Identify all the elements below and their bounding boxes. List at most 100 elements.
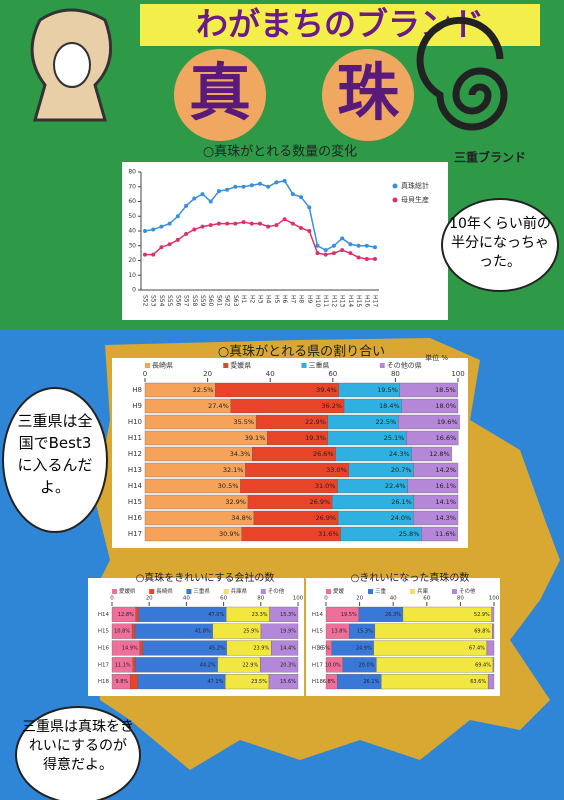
- point: [299, 226, 304, 231]
- legend-swatch: [112, 589, 117, 594]
- value-label: 14.4%: [280, 646, 296, 652]
- value-label: 9.8%: [116, 679, 129, 685]
- point: [241, 220, 246, 225]
- value-label: 20.7%: [391, 466, 412, 474]
- x-tick-label: 100: [451, 370, 464, 378]
- point: [356, 243, 361, 248]
- value-label: 34.3%: [230, 450, 251, 458]
- x-tick-label: 20: [146, 596, 153, 602]
- value-label: 44.2%: [200, 662, 216, 668]
- y-tick-label: 70: [128, 183, 136, 190]
- bar-segment: [411, 446, 452, 462]
- point: [233, 221, 238, 226]
- value-label: 12.8%: [429, 450, 450, 458]
- bar-segment: [492, 657, 495, 673]
- x-tick-label: 100: [489, 596, 500, 602]
- x-tick-label: 0: [143, 370, 147, 378]
- value-label: 30.9%: [219, 530, 240, 538]
- x-tick-label: H9: [306, 295, 313, 304]
- legend-label: 三重: [375, 587, 387, 595]
- bar-segment: [487, 674, 495, 690]
- legend-label: 母貝生産: [401, 195, 429, 204]
- value-label: 25.9%: [243, 629, 259, 635]
- x-tick-label: S62: [224, 295, 231, 307]
- point: [266, 184, 271, 189]
- legend-label: 愛媛県: [119, 587, 136, 595]
- x-tick-label: H6: [281, 295, 288, 304]
- legend-label: 三重県: [309, 362, 330, 370]
- point: [331, 243, 336, 248]
- y-tick-label: H8: [132, 386, 142, 394]
- value-label: 18.0%: [435, 402, 456, 410]
- y-tick-label: H13: [128, 466, 142, 474]
- brand-logo: [416, 16, 508, 131]
- circle: [322, 49, 414, 141]
- y-tick-label: H14: [312, 612, 324, 618]
- value-label: 6.8%: [323, 679, 336, 685]
- legend-swatch: [149, 589, 155, 594]
- point: [331, 251, 336, 256]
- value-label: 47.1%: [207, 679, 223, 685]
- bar-segment: [406, 430, 459, 446]
- x-tick-label: S56: [174, 295, 181, 307]
- point: [159, 224, 164, 229]
- y-tick-label: H18: [312, 679, 324, 685]
- y-tick-label: H15: [128, 498, 142, 506]
- point: [192, 196, 197, 201]
- point: [200, 224, 205, 229]
- y-tick-label: H14: [98, 612, 110, 618]
- x-tick-label: 20: [203, 370, 212, 378]
- brand: 三重ブランド: [454, 150, 526, 165]
- value-label: 26.1%: [363, 679, 379, 685]
- legend-label: その他の県: [387, 361, 422, 370]
- unit: 単位 %: [425, 353, 448, 362]
- point: [159, 245, 164, 250]
- value-label: 10.0%: [325, 662, 341, 668]
- y-tick-label: H11: [128, 434, 142, 442]
- value-label: 15.6%: [280, 679, 296, 685]
- bar-segment: [260, 657, 299, 673]
- legend-label: 兵庫: [417, 587, 429, 595]
- value-label: 20.0%: [359, 662, 375, 668]
- y-tick-label: H16: [98, 646, 110, 652]
- value-label: 26.6%: [313, 450, 334, 458]
- value-label: 24.0%: [391, 514, 412, 522]
- value-label: 25.8%: [399, 530, 420, 538]
- value-label: 32.9%: [225, 498, 246, 506]
- value-label: 19.5%: [341, 612, 357, 618]
- point: [373, 257, 377, 262]
- value-label: 23.5%: [251, 679, 267, 685]
- x-tick-label: 80: [457, 596, 464, 602]
- y-tick-label: 10: [128, 272, 136, 279]
- y-tick-label: 60: [128, 198, 136, 205]
- x-tick-label: H7: [289, 295, 296, 304]
- x-tick-label: H13: [339, 295, 346, 307]
- value-label: 19.3%: [305, 434, 326, 442]
- bar-segment: [260, 623, 299, 639]
- value-label: 26.9%: [310, 498, 331, 506]
- x-tick-label: 0: [110, 596, 114, 602]
- bar-segment: [131, 623, 136, 639]
- y-tick-label: 20: [128, 257, 136, 264]
- bar-segment: [401, 398, 459, 414]
- value-label: 18.5%: [435, 386, 456, 394]
- point: [348, 251, 353, 256]
- value-label: 10.8%: [114, 629, 130, 635]
- point: [258, 221, 262, 226]
- value-label: 24.9%: [356, 646, 372, 652]
- bubble-text: 三重県は真珠をきれいにするのが得意だよ。: [22, 719, 134, 773]
- value-label: 22.4%: [385, 482, 406, 490]
- x-tick-label: H17: [372, 295, 379, 307]
- value-label: 35.5%: [233, 418, 254, 426]
- value-label: 22.5%: [193, 386, 214, 394]
- value-label: 33.0%: [326, 466, 347, 474]
- x-tick-label: 60: [423, 596, 430, 602]
- big-char: 真: [189, 56, 251, 129]
- x-tick-label: 60: [220, 596, 227, 602]
- point: [290, 192, 295, 197]
- value-label: 16.6%: [436, 434, 457, 442]
- y-tick-label: 30: [128, 242, 136, 249]
- legend-label: 愛媛: [333, 587, 345, 595]
- bubble-text: 三重県は全国でBest3に入るんだよ。: [17, 412, 93, 496]
- point: [307, 205, 312, 210]
